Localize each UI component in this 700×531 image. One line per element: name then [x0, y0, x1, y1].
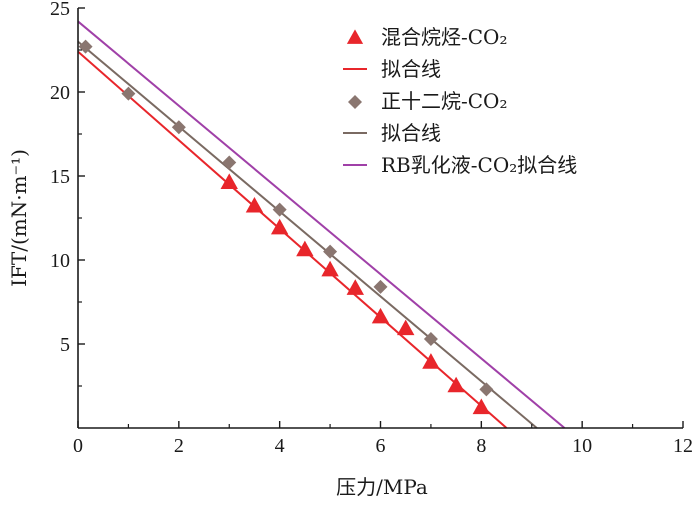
x-tick-label: 10 — [572, 435, 592, 457]
x-tick-label: 4 — [275, 435, 285, 457]
data-point-diamond — [423, 331, 438, 346]
y-tick-label: 5 — [60, 334, 70, 356]
data-point-diamond — [78, 39, 93, 54]
y-tick-label: 20 — [50, 82, 70, 104]
data-point-triangle — [296, 240, 314, 257]
fit-line-3 — [77, 40, 538, 429]
legend-label: 拟合线 — [381, 57, 441, 81]
x-axis-title: 压力/MPa — [336, 475, 428, 499]
data-point-triangle — [321, 260, 339, 277]
x-tick-label: 12 — [673, 435, 693, 457]
x-tick-label: 8 — [476, 435, 486, 457]
x-tick-label: 0 — [73, 435, 83, 457]
axes: 0 2 4 6 8 10 12 5 10 15 20 25 — [50, 0, 693, 457]
x-tick-label: 2 — [174, 435, 184, 457]
data-point-diamond — [272, 202, 287, 217]
fit-line-4 — [77, 20, 566, 429]
legend-label: RB乳化液-CO₂拟合线 — [381, 153, 577, 177]
data-point-diamond — [373, 279, 388, 294]
data-point-triangle — [220, 173, 238, 190]
data-point-diamond — [222, 155, 237, 170]
legend-marker-triangle — [346, 29, 364, 44]
data-point-triangle — [447, 376, 465, 393]
plot-area — [77, 20, 566, 429]
y-axis-title: IFT/(mN·m⁻¹) — [7, 149, 31, 287]
data-point-triangle — [270, 218, 289, 235]
data-point-triangle — [422, 353, 440, 369]
data-point-triangle — [245, 196, 264, 213]
y-tick-label: 25 — [50, 0, 70, 20]
y-tick-label: 10 — [50, 250, 70, 272]
legend-label: 混合烷烃-CO₂ — [381, 25, 507, 49]
data-point-diamond — [479, 382, 494, 397]
data-point-diamond — [121, 86, 136, 101]
data-point-triangle — [346, 279, 364, 295]
legend-label: 拟合线 — [381, 121, 441, 145]
data-point-triangle — [472, 398, 491, 415]
y-tick-label: 15 — [50, 166, 70, 188]
data-point-diamond — [171, 120, 186, 135]
data-point-triangle — [397, 319, 415, 336]
legend-label: 正十二烷-CO₂ — [381, 89, 507, 113]
x-tick-label: 6 — [376, 435, 386, 457]
data-point-triangle — [371, 307, 390, 324]
data-point-diamond — [323, 244, 338, 259]
legend-marker-diamond — [348, 95, 362, 109]
